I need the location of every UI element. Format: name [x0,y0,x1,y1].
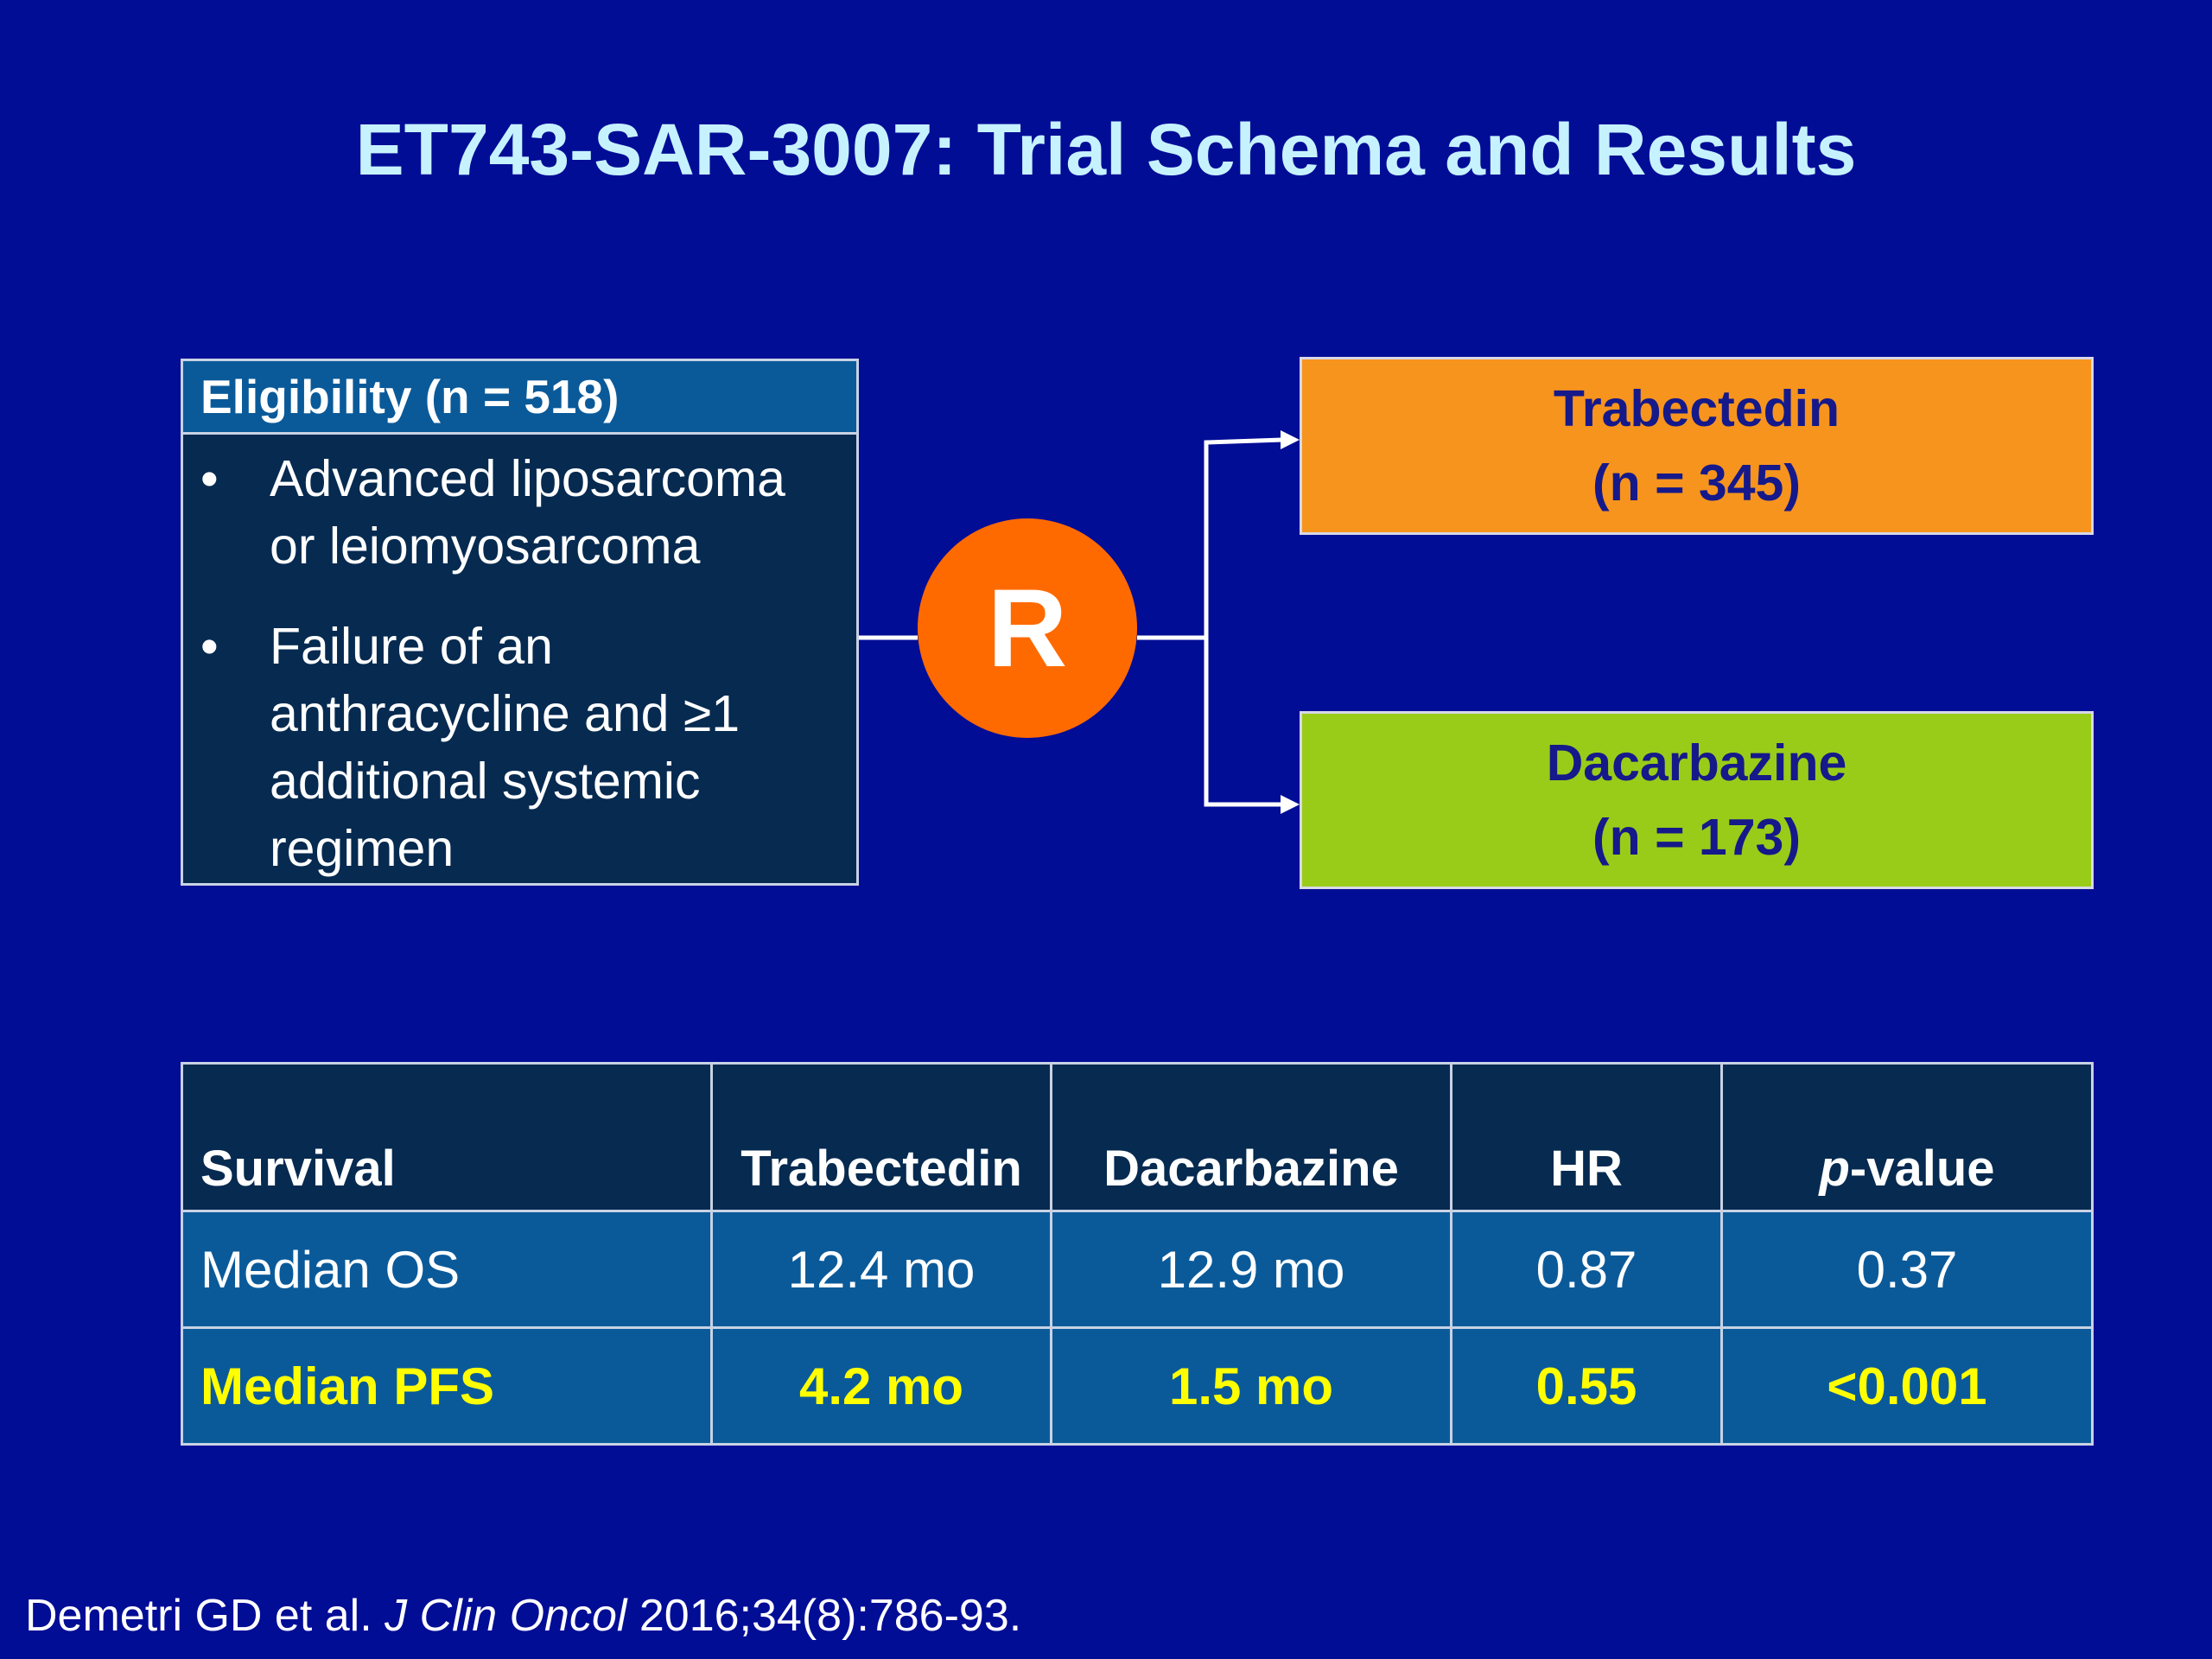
row: Median PFS 4.2 mo 1.5 mo 0.55 <0.001 [181,1326,2094,1446]
arm-box: Dacarbazine (n = 173) [1300,711,2094,889]
citation-authors: Demetri GD et al. [25,1591,372,1641]
cell: 4.2 mo [710,1326,1052,1446]
arm-n: (n = 173) [1592,809,1801,866]
citation-reference: 2016;34(8):786-93. [639,1591,1022,1641]
cell: Median PFS [181,1326,713,1446]
arm-name: Trabectedin [1553,380,1840,437]
cell: 12.4 mo [710,1210,1052,1329]
header-text: -value [1849,1141,1995,1197]
header-italic: p [1819,1141,1850,1197]
arm-box: Trabectedin (n = 345) [1300,357,2094,535]
row: Median OS 12.4 mo 12.9 mo 0.87 0.37 [181,1210,2094,1329]
header-cell: Trabectedin [710,1062,1052,1212]
arm-n: (n = 345) [1592,454,1801,512]
bullet: Advanced liposarcoma or leiomyosarcoma [183,445,856,580]
cell: 0.37 [1720,1210,2094,1329]
cell: <0.001 [1720,1326,2094,1446]
citation-journal: J Clin Oncol [385,1591,627,1641]
cell: 12.9 mo [1050,1210,1452,1329]
eligibility-header: Eligibility (n = 518) [183,361,856,435]
header-row: Survival Trabectedin Dacarbazine HR p-va… [181,1062,2094,1212]
header-cell: Dacarbazine [1050,1062,1452,1212]
slide-title: ET743-SAR-3007: Trial Schema and Results [355,109,1857,190]
citation: Demetri GD et al. J Clin Oncol 2016;34(8… [25,1590,1021,1642]
header-cell: HR [1450,1062,1723,1212]
results-table: Survival Trabectedin Dacarbazine HR p-va… [181,1062,2094,1446]
randomization-circle: R [918,518,1137,738]
arm-name: Dacarbazine [1546,734,1847,791]
header-cell: p-value [1720,1062,2094,1212]
bullet: Failure of an anthracycline and ≥1 addit… [183,613,856,882]
randomization-label: R [987,566,1068,690]
cell: Median OS [181,1210,713,1329]
cell: 0.87 [1450,1210,1723,1329]
eligibility-list: Advanced liposarcoma or leiomyosarcoma F… [183,435,856,882]
cell: 1.5 mo [1050,1326,1452,1446]
eligibility-box: Eligibility (n = 518) Advanced liposarco… [181,359,859,886]
cell: 0.55 [1450,1326,1723,1446]
header-cell: Survival [181,1062,713,1212]
